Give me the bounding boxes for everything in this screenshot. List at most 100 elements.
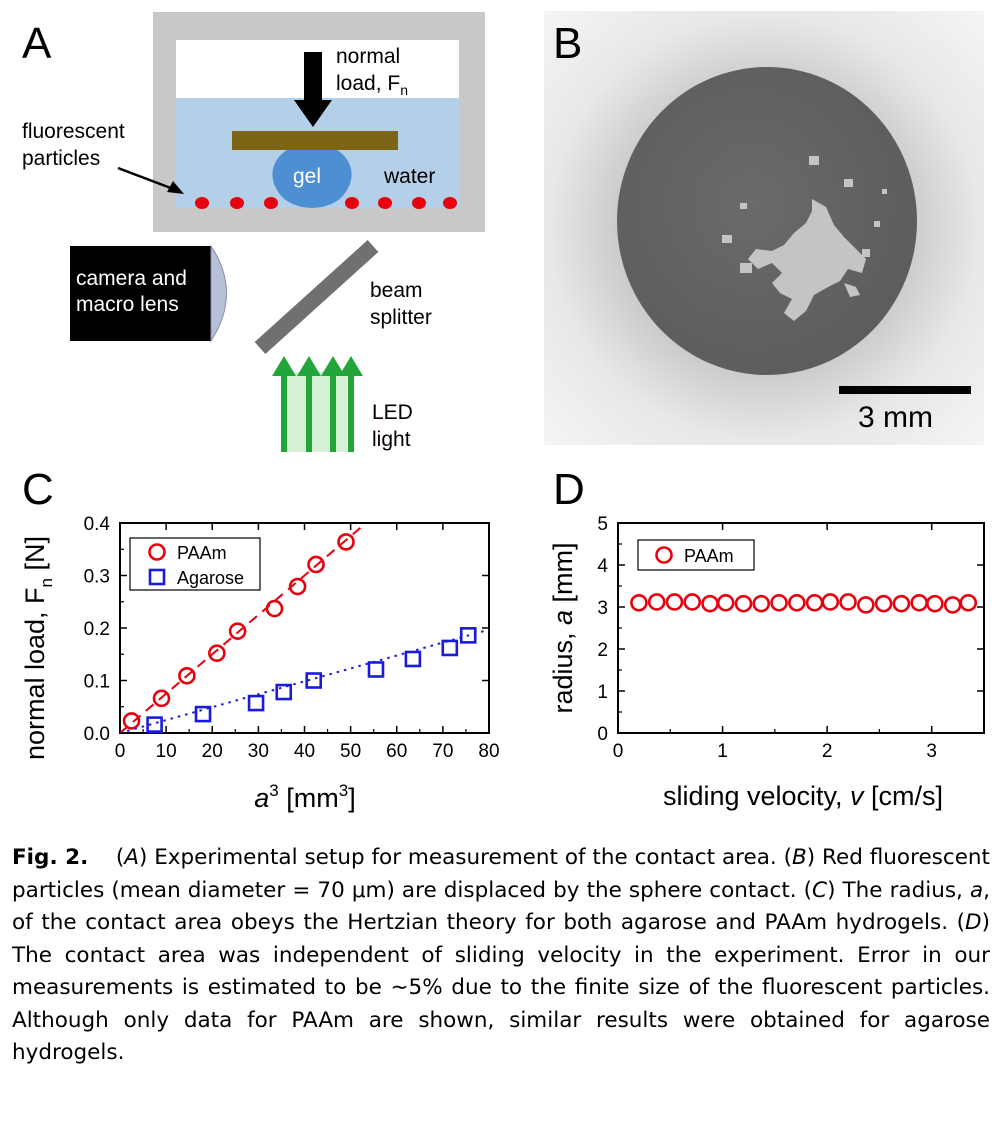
x-tick-label: 30	[248, 741, 269, 762]
caption-letter-d: D	[965, 910, 982, 935]
y-tick-label: 4	[597, 556, 608, 577]
data-point	[665, 593, 684, 611]
series-agarose	[146, 627, 477, 733]
y-tick-label: 0.2	[84, 619, 110, 640]
data-point	[247, 694, 265, 712]
y-tick-label: 1	[597, 682, 608, 703]
water-label: water	[384, 165, 436, 188]
contact-area-disc	[617, 67, 917, 375]
data-point	[805, 594, 824, 612]
data-point	[367, 661, 385, 678]
particles-pointer	[117, 166, 177, 192]
data-point	[943, 596, 962, 614]
displaced-particles	[722, 156, 887, 321]
data-point	[821, 593, 840, 611]
y-tick-label: 2	[597, 640, 608, 661]
y-axis-title: normal load, Fn [N]	[20, 536, 56, 760]
legend-marker	[148, 543, 166, 561]
x-tick-label: 50	[340, 741, 361, 762]
scale-bar-label: 3 mm	[858, 401, 933, 434]
load-arrow-head	[294, 100, 332, 127]
legend-label: Agarose	[177, 568, 244, 588]
contact-image	[544, 11, 984, 445]
panel-d-letter: D	[553, 465, 585, 514]
x-tick-label: 0	[115, 741, 126, 762]
scale-bar	[839, 386, 971, 394]
y-tick-label: 0	[597, 724, 608, 745]
y-tick-label: 5	[597, 514, 608, 535]
y-tick-label: 3	[597, 598, 608, 619]
data-point	[857, 596, 875, 614]
data-point	[275, 683, 293, 701]
data-point	[265, 599, 284, 618]
y-axis-title: radius, a [mm]	[548, 542, 578, 713]
data-point	[926, 594, 944, 613]
data-point	[892, 594, 911, 613]
data-point	[146, 716, 163, 733]
caption-d-text: ) The contact area was independent of sl…	[12, 910, 990, 1065]
data-point	[752, 594, 771, 613]
x-axis-title: sliding velocity, v [cm/s]	[663, 781, 943, 811]
legend-label: PAAm	[684, 546, 734, 566]
data-point	[337, 533, 355, 551]
normal-load-label: normal load, Fn	[336, 45, 408, 99]
panel-a-letter: A	[22, 19, 52, 68]
x-axis-title: a3 [mm3]	[254, 781, 355, 813]
data-point	[178, 666, 196, 685]
load-arrow-shaft	[304, 52, 322, 102]
caption-letter-a: A	[124, 845, 139, 870]
data-point	[839, 593, 857, 611]
x-tick-label: 1	[717, 741, 728, 762]
caption-c-var: a	[969, 877, 984, 903]
figure-label: Fig. 2.	[12, 845, 89, 870]
data-point	[770, 594, 788, 612]
panel-c-letter: C	[22, 465, 54, 514]
fluorescent-particles-label: fluorescent particles	[22, 120, 125, 170]
load-plate	[232, 131, 398, 150]
legend-marker	[148, 568, 166, 586]
data-point	[874, 594, 893, 613]
data-point	[630, 594, 648, 612]
data-point	[734, 594, 753, 613]
data-point	[305, 672, 323, 689]
data-point	[122, 712, 141, 730]
caption-letter-c: C	[812, 877, 828, 903]
y-tick-label: 0.0	[84, 724, 110, 745]
data-point	[788, 594, 806, 612]
x-tick-label: 2	[822, 741, 833, 762]
camera-label: camera and macro lens	[76, 267, 187, 316]
x-tick-label: 40	[294, 741, 315, 762]
x-tick-label: 0	[613, 741, 624, 762]
data-point	[716, 594, 735, 612]
data-point	[701, 594, 719, 613]
x-tick-label: 10	[156, 741, 177, 762]
data-point	[194, 705, 212, 723]
caption-letter-b: B	[792, 845, 807, 870]
setup-diagram	[70, 12, 485, 452]
caption-c-text2: , of the contact area obeys the Hertzian…	[12, 877, 990, 936]
y-tick-label: 0.3	[84, 567, 110, 588]
x-tick-label: 20	[202, 741, 223, 762]
data-point	[404, 650, 422, 668]
x-tick-label: 60	[386, 741, 407, 762]
data-point	[459, 627, 477, 644]
chart-c: 0 10 20 30 40 50 60 70 80 0.0 0.1 0.2 0.3 0.4 PAAm Agar…	[20, 514, 500, 813]
data-point	[152, 689, 171, 708]
macro-lens	[210, 244, 227, 343]
y-tick-label: 0.4	[84, 514, 111, 535]
data-point	[208, 644, 226, 662]
series-paam	[630, 593, 978, 614]
caption-b-text: ) Red fluorescent particles (mean diamet…	[12, 845, 990, 903]
beam-splitter-label: beam splitter	[370, 279, 432, 329]
panel-b-letter: B	[553, 19, 583, 68]
data-point	[959, 594, 978, 612]
x-tick-label: 3	[926, 741, 937, 762]
series-paam	[122, 533, 355, 730]
beam-splitter	[254, 240, 379, 354]
fit-line-agarose	[120, 628, 489, 733]
y-tick-label: 0.1	[84, 672, 110, 693]
caption-c-text1: ) The radius,	[827, 877, 970, 903]
caption-a-text: ) Experimental setup for measurement of …	[138, 845, 792, 870]
data-point	[910, 594, 928, 612]
led-light-arrows	[272, 356, 363, 452]
